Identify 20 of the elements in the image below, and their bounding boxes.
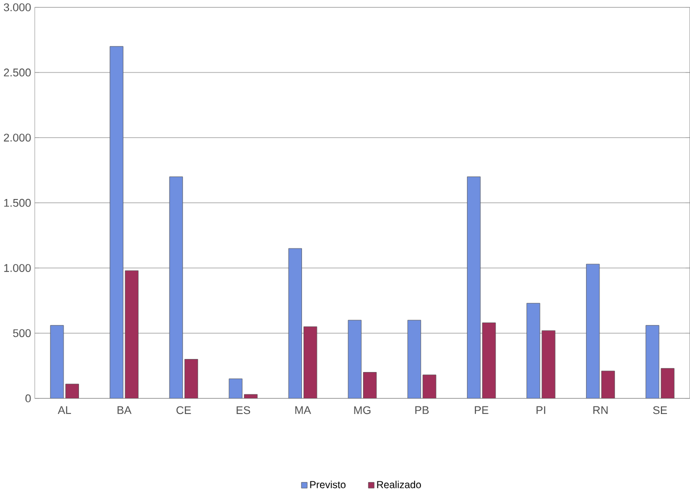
y-tick-label: 1.500	[4, 199, 31, 207]
x-tick-label: PB	[415, 406, 429, 414]
x-tick-label: CE	[176, 406, 191, 414]
y-tick-label: 0	[25, 394, 31, 402]
x-tick-label: ES	[236, 406, 250, 414]
y-tick-label: 1.000	[4, 264, 31, 272]
x-tick-label: MG	[354, 406, 370, 414]
x-tick-label: PE	[474, 406, 488, 414]
x-tick-label: SE	[653, 406, 667, 414]
y-tick-label: 500	[13, 329, 31, 338]
x-tick-label: BA	[118, 406, 132, 414]
x-tick-label: MA	[295, 406, 312, 414]
y-tick-label: 2.500	[4, 68, 31, 77]
legend-label: Previsto	[310, 480, 346, 488]
y-tick-label: 2.000	[4, 134, 31, 142]
y-tick-label: 3.000	[4, 4, 31, 12]
legend-label: Realizado	[377, 480, 421, 488]
x-tick-label: AL	[58, 406, 72, 414]
x-tick-label: RN	[593, 406, 608, 414]
x-tick-label: PI	[536, 406, 546, 414]
